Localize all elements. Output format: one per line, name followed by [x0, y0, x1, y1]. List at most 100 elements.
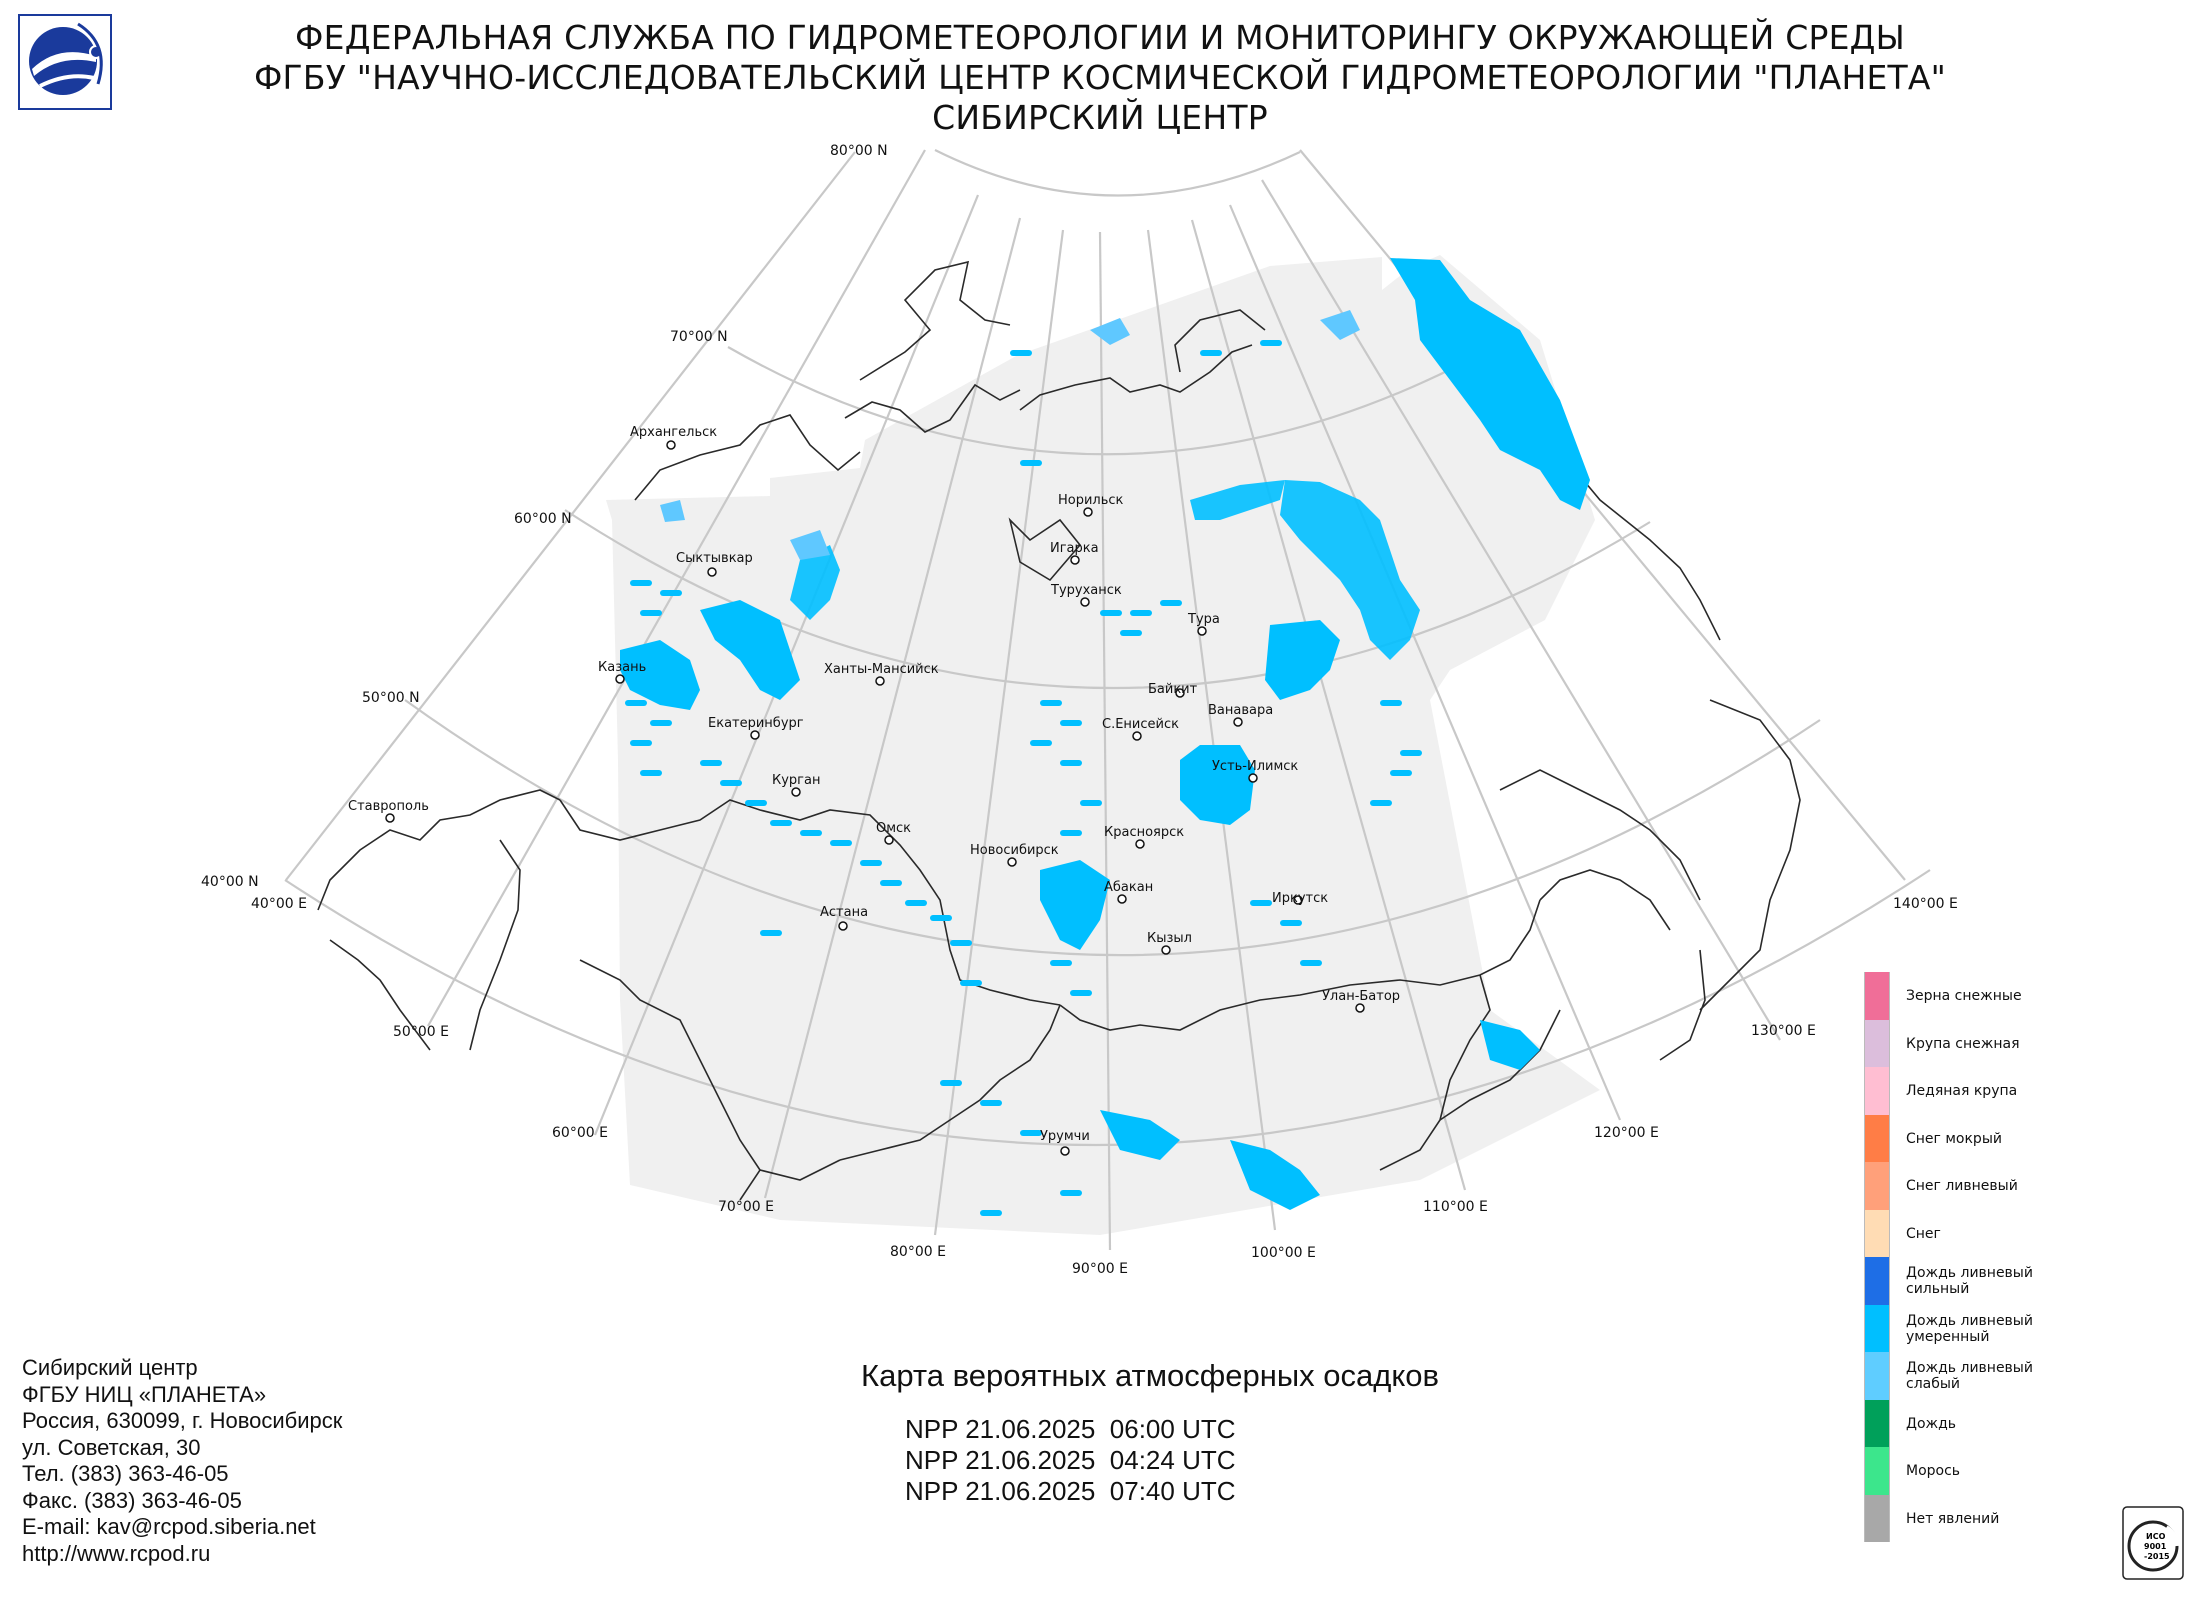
city-omsk: Омск [876, 821, 911, 836]
city-igarka: Игарка [1050, 541, 1099, 556]
lat-label-70: 70°00 N [670, 329, 728, 345]
city-vanavara: Ванавара [1208, 703, 1273, 718]
header-line-3: СИБИРСКИЙ ЦЕНТР [932, 98, 1268, 137]
legend-item: Снег ливневый [1864, 1162, 2184, 1210]
contacts-url[interactable]: http://www.rcpod.ru [22, 1540, 211, 1566]
city-syktyvkar: Сыктывкар [676, 551, 753, 566]
legend-label: Зерна снежные [1906, 988, 2022, 1004]
lon-label-110: 110°00 E [1423, 1199, 1488, 1215]
svg-text:9001: 9001 [2144, 1542, 2167, 1551]
contacts-line: Тел. (383) 363-46-05 [22, 1461, 229, 1486]
legend-label: Морось [1906, 1463, 1961, 1479]
svg-text:ИСО: ИСО [2146, 1532, 2166, 1541]
city-norilsk: Норильск [1058, 493, 1124, 508]
planeta-logo [18, 14, 112, 110]
lon-label-40: 40°00 E [251, 896, 307, 912]
lon-label-100: 100°00 E [1251, 1245, 1316, 1261]
legend-swatch [1864, 1114, 1890, 1162]
city-irkutsk: Иркутск [1272, 891, 1328, 906]
header-line-2: ФГБУ "НАУЧНО-ИССЛЕДОВАТЕЛЬСКИЙ ЦЕНТР КОС… [253, 58, 1947, 97]
legend-swatch [1864, 1399, 1890, 1447]
city-labels: Архангельск Норильск Игарка Туруханск Сы… [348, 425, 1400, 1144]
lon-label-70: 70°00 E [718, 1199, 774, 1215]
lon-label-80: 80°00 E [890, 1244, 946, 1260]
legend-label: Снег [1906, 1225, 1941, 1242]
lon-label-50: 50°00 E [393, 1024, 449, 1040]
city-kurgan: Курган [772, 773, 820, 788]
lon-label-60: 60°00 E [552, 1125, 608, 1141]
contacts-line: Факс. (383) 363-46-05 [22, 1487, 242, 1513]
lon-label-130: 130°00 E [1751, 1023, 1816, 1039]
legend-swatch [1864, 972, 1890, 1020]
legend-item: Зерна снежные [1864, 972, 2184, 1020]
city-astana: Астана [820, 905, 868, 920]
city-stavropol: Ставрополь [348, 799, 429, 814]
legend-label: Дождь [1906, 1415, 1957, 1432]
pass-line: NPP 21.06.2025 04:24 UTC [905, 1445, 1236, 1475]
legend-item: Снег мокрый [1864, 1114, 2184, 1163]
satellite-passes: NPP 21.06.2025 06:00 UTC NPP 21.06.2025 0… [905, 1414, 1236, 1507]
city-krasnoyarsk: Красноярск [1104, 825, 1184, 840]
legend-swatch [1864, 1162, 1890, 1210]
legend-swatch [1864, 1304, 1890, 1352]
legend-label: Ледяная крупа [1906, 1083, 2018, 1099]
precipitation-streaks [625, 340, 1422, 1216]
city-abakan: Абакан [1104, 880, 1153, 895]
legend-swatch [1864, 1494, 1890, 1542]
contacts-line: Россия, 630099, г. Новосибирск [22, 1408, 343, 1433]
contacts-line: ФГБУ НИЦ «ПЛАНЕТА» [22, 1381, 267, 1407]
pass-line: NPP 21.06.2025 07:40 UTC [905, 1476, 1236, 1506]
city-tura: Тура [1187, 612, 1220, 627]
city-yeniseisk: С.Енисейск [1102, 717, 1179, 732]
legend-swatch [1864, 1257, 1890, 1305]
contacts-email[interactable]: E-mail: kav@rcpod.siberia.net [22, 1514, 316, 1539]
graticule-labels: 80°00 N 70°00 N 60°00 N 50°00 N 40°00 N … [201, 143, 1958, 1277]
precipitation-cells [620, 258, 1590, 1210]
legend-item: Дождь ливневый умеренный [1864, 1304, 2184, 1353]
iso-certification-stamp: ИСО 9001 -2015 [2122, 1506, 2184, 1580]
legend-swatch [1864, 1067, 1890, 1115]
lon-label-90: 90°00 E [1072, 1261, 1128, 1277]
legend-label: Дождь ливневый слабый [1906, 1360, 2033, 1392]
city-ekaterinburg: Екатеринбург [708, 716, 804, 731]
svg-text:-2015: -2015 [2144, 1552, 2170, 1561]
city-ustilimsk: Усть-Илимск [1212, 759, 1298, 774]
city-khanty: Ханты-Мансийск [824, 662, 939, 677]
lat-label-40: 40°00 N [201, 874, 259, 890]
city-novosibirsk: Новосибирск [970, 843, 1059, 858]
legend-label: Дождь ливневый умеренный [1906, 1312, 2033, 1345]
city-kazan: Казань [598, 660, 646, 675]
contacts-line: Сибирский центр [22, 1355, 198, 1380]
legend-item: Нет явлений [1864, 1494, 2184, 1543]
legend-label: Нет явлений [1906, 1510, 2000, 1527]
precipitation-light [660, 310, 1360, 560]
graticule [284, 149, 1931, 1251]
city-urumqi: Урумчи [1040, 1129, 1090, 1144]
city-arkhangelsk: Архангельск [630, 425, 717, 440]
lat-label-80: 80°00 N [830, 143, 888, 159]
legend-label: Снег мокрый [1906, 1130, 2002, 1147]
legend-item: Крупа снежная [1864, 1019, 2184, 1068]
legend-label: Дождь ливневый сильный [1906, 1265, 2033, 1297]
legend-swatch [1864, 1019, 1890, 1067]
legend-item: Дождь ливневый слабый [1864, 1352, 2184, 1400]
map-title: Карта вероятных атмосферных осадков [861, 1358, 1439, 1393]
city-ulanbator: Улан-Батор [1322, 989, 1400, 1004]
city-kyzyl: Кызыл [1147, 931, 1192, 946]
contacts-line: ул. Советская, 30 [22, 1434, 201, 1460]
legend-swatch [1864, 1352, 1890, 1400]
cities [385, 440, 1365, 1156]
legend-item: Дождь ливневый сильный [1864, 1257, 2184, 1305]
lat-label-60: 60°00 N [514, 511, 572, 527]
legend-swatch [1864, 1447, 1890, 1495]
contacts-block: Сибирский центр ФГБУ НИЦ «ПЛАНЕТА» Росси… [22, 1355, 342, 1567]
legend-label: Крупа снежная [1906, 1035, 2020, 1052]
city-baikit: Байкит [1148, 682, 1198, 697]
lon-label-120: 120°00 E [1594, 1125, 1659, 1141]
legend-item: Дождь [1864, 1399, 2184, 1448]
legend-item: Ледяная крупа [1864, 1067, 2184, 1115]
coverage-area [606, 255, 1600, 1235]
pass-line: NPP 21.06.2025 06:00 UTC [905, 1414, 1236, 1444]
city-turukhansk: Туруханск [1050, 583, 1122, 598]
